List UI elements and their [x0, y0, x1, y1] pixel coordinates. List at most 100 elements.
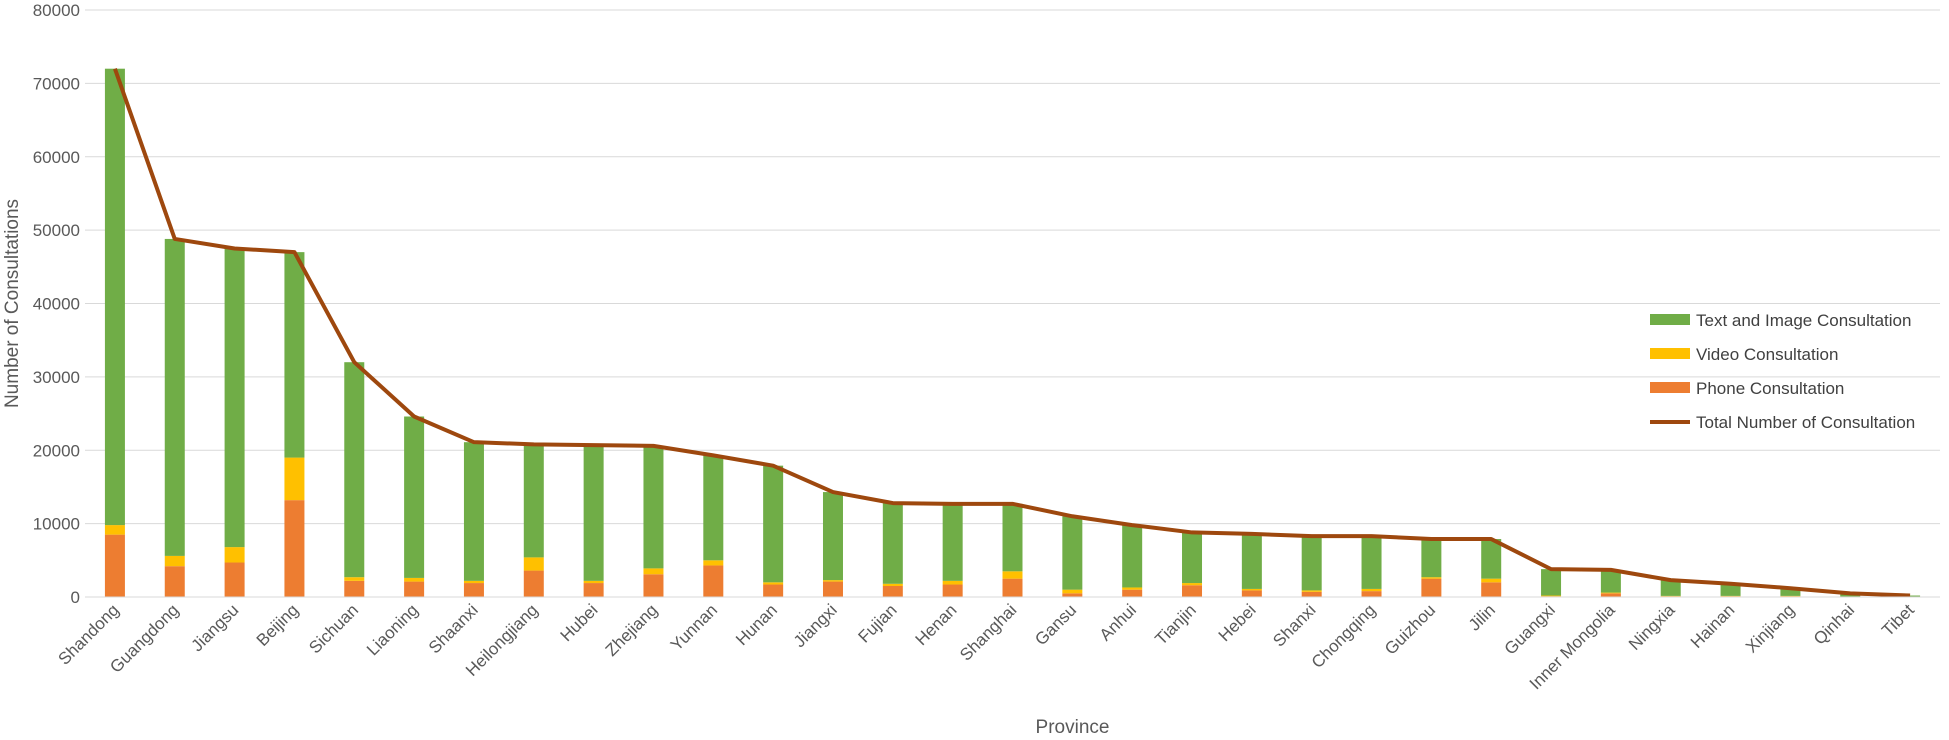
- bar-phone-consultation-guangdong: [164, 566, 185, 597]
- x-tick-label: Hunan: [732, 600, 781, 649]
- x-tick-label: Ningxia: [1625, 600, 1679, 654]
- bar-phone-consultation-fujian: [882, 585, 903, 597]
- bar-video-consultation-guangdong: [164, 555, 185, 567]
- legend-label: Text and Image Consultation: [1696, 311, 1911, 330]
- bar-phone-consultation-jilin: [1481, 582, 1502, 597]
- bar-video-consultation-inner-mongolia: [1600, 592, 1621, 594]
- bar-phone-consultation-chongqing: [1361, 591, 1382, 597]
- bar-phone-consultation-yunnan: [703, 565, 724, 597]
- y-tick-label: 40000: [33, 295, 80, 314]
- x-tick-label: Jiangsu: [188, 600, 243, 655]
- bar-phone-consultation-hebei: [1241, 590, 1262, 597]
- x-tick-label: Tianjin: [1151, 600, 1199, 648]
- x-tick-label: Shanxi: [1269, 600, 1319, 650]
- x-tick-label: Hubei: [557, 600, 602, 645]
- y-tick-label: 10000: [33, 515, 80, 534]
- bar-phone-consultation-henan: [942, 584, 963, 597]
- legend-label: Total Number of Consultation: [1696, 413, 1915, 432]
- bar-video-consultation-beijing: [284, 457, 305, 501]
- x-tick-label: Yunnan: [667, 600, 721, 654]
- x-tick-label: Guizhou: [1381, 600, 1439, 658]
- bar-video-consultation-liaoning: [404, 577, 425, 582]
- bar-text-and-image-consultation-jilin: [1481, 539, 1502, 579]
- bar-text-and-image-consultation-gansu: [1062, 516, 1083, 590]
- bar-text-and-image-consultation-tianjin: [1182, 532, 1203, 584]
- bar-video-consultation-jiangsu: [224, 547, 245, 563]
- stacked-bars: [104, 68, 1921, 597]
- y-tick-label: 70000: [33, 74, 80, 93]
- bar-text-and-image-consultation-liaoning: [404, 416, 425, 578]
- x-tick-label: Guangxi: [1501, 600, 1559, 658]
- bar-video-consultation-heilongjiang: [523, 557, 544, 571]
- bar-video-consultation-hebei: [1241, 588, 1262, 591]
- bar-video-consultation-fujian: [882, 583, 903, 586]
- bar-phone-consultation-shandong: [104, 534, 125, 597]
- bar-phone-consultation-inner-mongolia: [1600, 593, 1621, 597]
- bar-phone-consultation-liaoning: [404, 581, 425, 597]
- total-line: [113, 68, 1911, 598]
- bar-text-and-image-consultation-zhejiang: [643, 445, 664, 569]
- bar-video-consultation-sichuan: [344, 577, 365, 581]
- x-tick-label: Qinhai: [1810, 600, 1858, 648]
- legend-label: Video Consultation: [1696, 345, 1838, 364]
- y-axis-ticks: 0 10000 20000 30000 40000 50000 60000 70000 8000…: [33, 1, 80, 607]
- y-tick-label: 30000: [33, 368, 80, 387]
- bar-text-and-image-consultation-guangdong: [164, 238, 185, 556]
- bar-text-and-image-consultation-ningxia: [1660, 580, 1681, 596]
- bar-video-consultation-anhui: [1122, 587, 1143, 590]
- bar-phone-consultation-beijing: [284, 500, 305, 597]
- bar-text-and-image-consultation-henan: [942, 503, 963, 581]
- total-consultation-line: [113, 68, 1911, 598]
- bar-phone-consultation-jiangxi: [822, 581, 843, 597]
- bar-video-consultation-shanghai: [1002, 571, 1023, 579]
- bar-text-and-image-consultation-jiangsu: [224, 248, 245, 548]
- bar-video-consultation-shandong: [104, 525, 125, 535]
- bar-text-and-image-consultation-chongqing: [1361, 536, 1382, 589]
- bar-text-and-image-consultation-hubei: [583, 445, 604, 581]
- x-tick-label: Shanghai: [956, 600, 1020, 664]
- x-axis-title: Province: [1036, 717, 1110, 738]
- bar-text-and-image-consultation-sichuan: [344, 362, 365, 578]
- bar-video-consultation-tianjin: [1182, 583, 1203, 586]
- x-tick-label: Gansu: [1031, 600, 1080, 649]
- bar-video-consultation-guizhou: [1421, 577, 1442, 579]
- x-tick-label: Shaanxi: [425, 600, 482, 657]
- bar-phone-consultation-hunan: [763, 584, 784, 597]
- bar-text-and-image-consultation-beijing: [284, 252, 305, 458]
- x-tick-label: Hebei: [1215, 600, 1260, 645]
- legend: Text and Image Consultation Video Consult…: [1650, 311, 1915, 432]
- bar-phone-consultation-shaanxi: [463, 583, 484, 597]
- bar-text-and-image-consultation-tibet: [1900, 595, 1921, 597]
- x-tick-label: Sichuan: [305, 600, 362, 657]
- y-tick-label: 50000: [33, 221, 80, 240]
- bar-phone-consultation-jiangsu: [224, 562, 245, 597]
- x-tick-label: Anhui: [1096, 600, 1140, 644]
- y-tick-label: 60000: [33, 148, 80, 167]
- x-tick-label: Fujian: [854, 600, 900, 646]
- x-tick-label: Chongqing: [1308, 600, 1380, 672]
- bar-text-and-image-consultation-anhui: [1122, 525, 1143, 588]
- bar-video-consultation-gansu: [1062, 589, 1083, 594]
- bar-video-consultation-henan: [942, 580, 963, 585]
- bar-phone-consultation-anhui: [1122, 589, 1143, 597]
- legend-label: Phone Consultation: [1696, 379, 1844, 398]
- bar-text-and-image-consultation-shandong: [104, 68, 125, 526]
- bar-text-and-image-consultation-xinjiang: [1780, 588, 1801, 596]
- bar-phone-consultation-tianjin: [1182, 585, 1203, 597]
- x-tick-label: Xinjiang: [1742, 600, 1798, 656]
- bar-video-consultation-shanxi: [1301, 590, 1322, 592]
- bar-phone-consultation-zhejiang: [643, 574, 664, 597]
- legend-swatch: [1650, 348, 1690, 359]
- bar-text-and-image-consultation-guizhou: [1421, 539, 1442, 578]
- bar-text-and-image-consultation-hebei: [1241, 533, 1262, 589]
- bar-video-consultation-guangxi: [1541, 595, 1562, 597]
- x-tick-label: Zhejiang: [602, 600, 662, 660]
- bar-text-and-image-consultation-inner-mongolia: [1600, 569, 1621, 593]
- gridlines: [85, 9, 1940, 525]
- legend-swatch: [1650, 382, 1690, 393]
- bar-text-and-image-consultation-guangxi: [1541, 569, 1562, 596]
- bar-text-and-image-consultation-fujian: [882, 503, 903, 584]
- x-tick-label: Tibet: [1878, 600, 1918, 640]
